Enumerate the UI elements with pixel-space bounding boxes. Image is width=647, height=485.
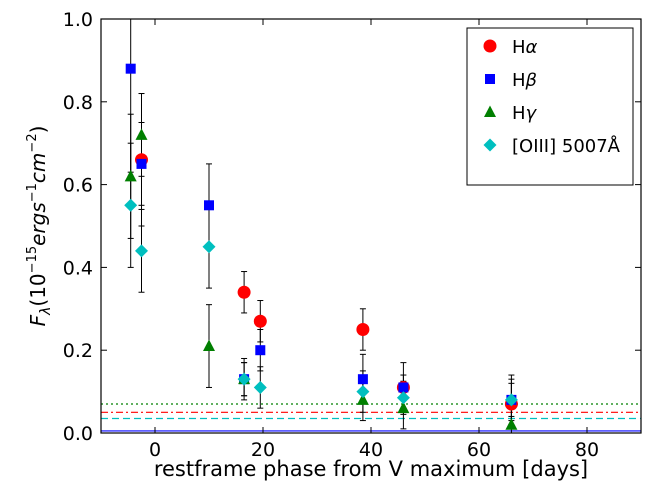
data-point [398,382,409,393]
x-axis-label: restframe phase from V maximum [days] [154,457,588,481]
legend-label: Hγ [512,103,538,124]
legend-box [466,27,634,186]
data-point [356,385,370,399]
data-point [253,314,267,328]
legend-label: Hβ [512,70,537,91]
legend-label: [OIII] 5007Å [512,135,621,157]
x-tick-label: 60 [467,439,491,461]
legend-marker [485,74,495,84]
data-point [237,372,251,386]
y-tick-label: 0.2 [63,340,93,362]
y-tick-label: 0.8 [63,92,93,114]
legend-marker [483,138,497,152]
data-markers [124,63,518,430]
data-point [397,401,410,414]
data-point [356,323,370,336]
x-tick-label: 0 [149,439,161,461]
legend-label: Hα [512,37,538,58]
data-point [203,339,215,352]
data-point [204,200,214,211]
x-tick-label: 20 [251,439,275,461]
data-point [237,285,251,299]
data-point [136,158,147,169]
data-point [124,169,137,182]
legend-marker [483,39,497,53]
data-point [202,240,216,254]
data-point [504,393,518,407]
legend: Hα Hβ Hγ [OIII] 5007Å [466,27,634,186]
data-point [135,128,148,140]
x-tick-label: 80 [575,439,599,461]
baseline-lines [101,403,641,432]
x-tick-label: 40 [359,439,383,461]
error-bars [127,19,515,434]
data-point [253,380,267,394]
y-axis-label: Fλ(10−15ergs−1cm−2) [25,126,54,327]
data-point [357,374,368,385]
y-tick-label: 0.0 [63,423,93,445]
legend-marker [484,105,496,117]
y-tick-label: 0.4 [63,257,93,279]
data-point [396,391,410,405]
data-point [124,198,138,212]
data-point [505,418,518,430]
x-axis-ticks: 0 20 40 60 80 [149,19,599,461]
y-tick-label: 1.0 [63,9,93,31]
data-point [125,63,136,74]
y-axis-ticks: 0.0 0.2 0.4 0.6 0.8 1.0 [63,9,641,445]
data-point [135,244,148,258]
data-point [356,393,369,405]
y-tick-label: 0.6 [63,175,93,197]
data-point [255,345,266,356]
